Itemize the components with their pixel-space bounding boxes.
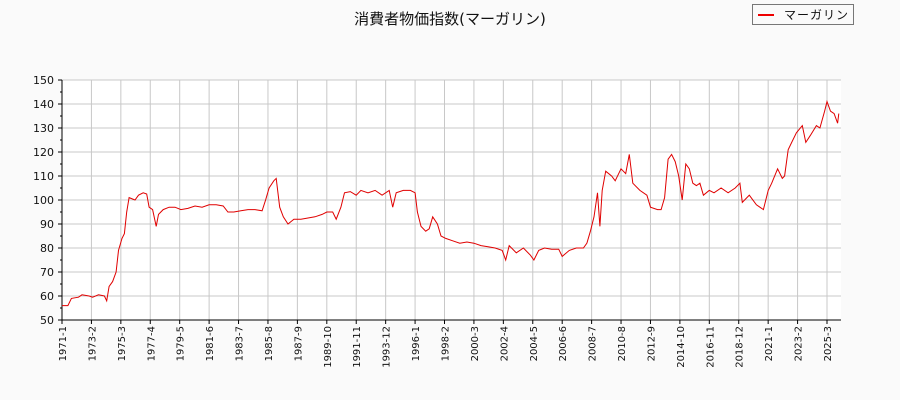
x-tick-label: 1981-6 xyxy=(205,326,216,361)
x-tick-label: 2021-1 xyxy=(764,326,775,361)
x-tick-label: 1989-10 xyxy=(323,326,334,368)
y-tick-label: 90 xyxy=(40,218,54,231)
y-tick-label: 100 xyxy=(33,194,54,207)
y-tick-label: 120 xyxy=(33,146,54,159)
x-tick-label: 2025-3 xyxy=(823,326,834,361)
x-tick-label: 2004-5 xyxy=(529,326,540,361)
x-tick-label: 2010-8 xyxy=(617,326,628,361)
y-tick-label: 140 xyxy=(33,98,54,111)
x-tick-label: 2006-6 xyxy=(558,326,569,361)
chart-title: 消費者物価指数(マーガリン) xyxy=(354,10,546,28)
x-tick-label: 2012-9 xyxy=(646,326,657,361)
x-tick-label: 1983-7 xyxy=(235,326,246,361)
x-tick-label: 1985-8 xyxy=(264,326,275,361)
x-tick-label: 1993-12 xyxy=(382,326,393,368)
y-tick-label: 110 xyxy=(33,170,54,183)
legend-swatch-line-icon xyxy=(758,13,774,16)
x-tick-label: 2016-11 xyxy=(705,326,716,368)
x-axis: 1971-1 1973-2 1975-3 1977-4 1979-5 1981-6 1983… xyxy=(58,319,841,368)
x-tick-label: 1977-4 xyxy=(146,326,157,361)
y-tick-label: 150 xyxy=(33,74,54,87)
x-tick-label: 2000-3 xyxy=(470,326,481,361)
legend-label: マーガリン xyxy=(784,8,850,22)
x-tick-label: 1998-2 xyxy=(441,326,452,361)
y-tick-label: 80 xyxy=(40,242,54,255)
x-tick-label: 1975-3 xyxy=(117,326,128,361)
legend: マーガリン xyxy=(752,4,854,25)
y-tick-label: 130 xyxy=(33,122,54,135)
y-tick-label: 60 xyxy=(40,290,54,303)
x-tick-label: 2002-4 xyxy=(499,326,510,361)
x-tick-label: 2014-10 xyxy=(676,326,687,368)
y-axis: 50 60 70 80 90 100 110 120 130 140 150 xyxy=(33,74,63,327)
x-tick-label: 2023-2 xyxy=(794,326,805,361)
x-tick-label: 2008-7 xyxy=(588,326,599,361)
x-tick-label: 1979-5 xyxy=(176,326,187,361)
x-tick-label: 2018-12 xyxy=(735,326,746,368)
x-tick-label: 1971-1 xyxy=(58,326,69,361)
y-tick-label: 70 xyxy=(40,266,54,279)
x-tick-label: 1987-9 xyxy=(293,326,304,361)
series-line-margarine xyxy=(62,99,840,307)
x-tick-label: 1991-11 xyxy=(352,326,363,368)
x-tick-label: 1973-2 xyxy=(87,326,98,361)
grid-lines xyxy=(62,79,841,320)
x-tick-label: 1996-1 xyxy=(411,326,422,361)
y-tick-label: 50 xyxy=(40,314,54,327)
